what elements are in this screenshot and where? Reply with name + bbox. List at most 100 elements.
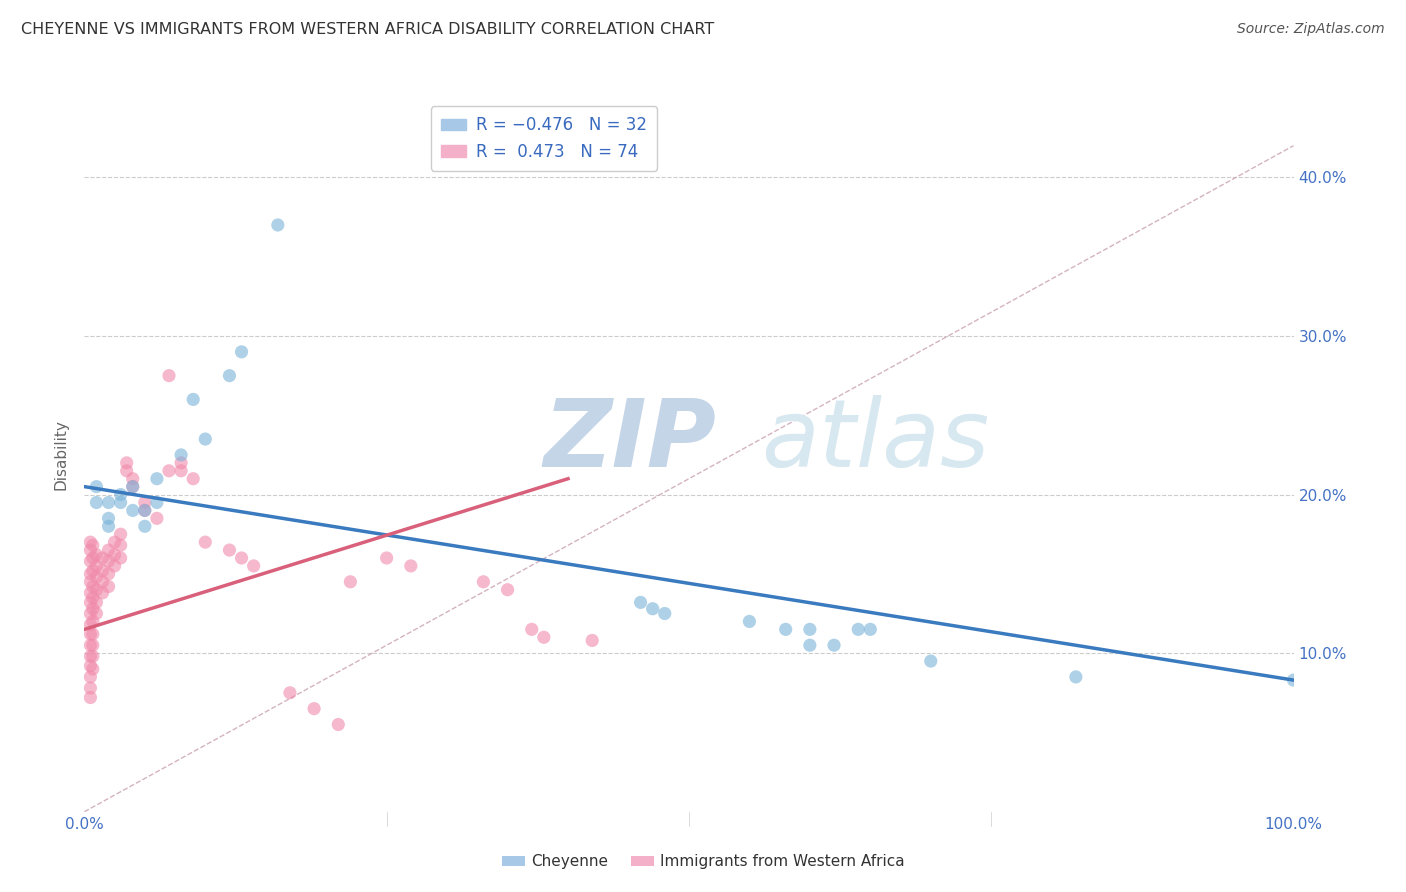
Point: [654, 607, 676, 621]
Legend: R = −0.476   N = 32, R =  0.473   N = 74: R = −0.476 N = 32, R = 0.473 N = 74: [430, 106, 657, 170]
Point: [170, 448, 193, 462]
Point: [104, 558, 127, 573]
Point: [79, 535, 101, 549]
Text: ZIP: ZIP: [544, 394, 717, 487]
Point: [194, 535, 217, 549]
Point: [302, 701, 325, 715]
Point: [91, 574, 114, 589]
Point: [339, 574, 361, 589]
Point: [104, 548, 127, 562]
Point: [846, 623, 869, 637]
Point: [110, 527, 132, 541]
Point: [79, 670, 101, 684]
Point: [399, 558, 422, 573]
Point: [79, 638, 101, 652]
Point: [82, 662, 104, 676]
Point: [115, 456, 138, 470]
Point: [79, 607, 101, 621]
Legend: Cheyenne, Immigrants from Western Africa: Cheyenne, Immigrants from Western Africa: [495, 848, 911, 875]
Point: [1282, 673, 1305, 687]
Point: [1064, 670, 1087, 684]
Point: [86, 480, 108, 494]
Point: [79, 566, 101, 581]
Point: [86, 570, 108, 584]
Point: [97, 519, 120, 533]
Y-axis label: Disability: Disability: [53, 419, 69, 491]
Point: [86, 548, 108, 562]
Point: [146, 472, 169, 486]
Point: [641, 601, 664, 615]
Point: [496, 582, 519, 597]
Point: [79, 586, 101, 600]
Point: [799, 638, 821, 652]
Point: [110, 495, 132, 509]
Point: [218, 543, 240, 558]
Point: [79, 658, 101, 673]
Point: [79, 649, 101, 664]
Point: [82, 591, 104, 605]
Point: [86, 582, 108, 597]
Point: [194, 432, 217, 446]
Point: [97, 554, 120, 568]
Point: [91, 586, 114, 600]
Point: [328, 717, 350, 731]
Point: [86, 495, 108, 509]
Point: [79, 617, 101, 632]
Point: [146, 495, 169, 509]
Point: [146, 511, 169, 525]
Point: [79, 681, 101, 695]
Point: [581, 633, 603, 648]
Point: [97, 580, 120, 594]
Point: [79, 690, 101, 705]
Point: [82, 615, 104, 629]
Point: [86, 558, 108, 573]
Point: [82, 551, 104, 566]
Point: [775, 623, 797, 637]
Point: [242, 558, 264, 573]
Point: [630, 595, 652, 609]
Point: [91, 564, 114, 578]
Point: [520, 623, 543, 637]
Point: [82, 601, 104, 615]
Point: [121, 503, 143, 517]
Point: [738, 615, 761, 629]
Point: [134, 495, 156, 509]
Point: [97, 566, 120, 581]
Text: CHEYENNE VS IMMIGRANTS FROM WESTERN AFRICA DISABILITY CORRELATION CHART: CHEYENNE VS IMMIGRANTS FROM WESTERN AFRI…: [21, 22, 714, 37]
Point: [82, 649, 104, 664]
Point: [121, 480, 143, 494]
Point: [375, 551, 398, 566]
Text: atlas: atlas: [762, 395, 990, 486]
Point: [181, 392, 204, 407]
Point: [859, 623, 882, 637]
Point: [920, 654, 942, 668]
Text: Source: ZipAtlas.com: Source: ZipAtlas.com: [1237, 22, 1385, 37]
Point: [82, 638, 104, 652]
Point: [91, 551, 114, 566]
Point: [110, 487, 132, 501]
Point: [121, 480, 143, 494]
Point: [110, 551, 132, 566]
Point: [82, 627, 104, 641]
Point: [104, 535, 127, 549]
Point: [181, 472, 204, 486]
Point: [231, 551, 253, 566]
Point: [134, 503, 156, 517]
Point: [134, 503, 156, 517]
Point: [79, 595, 101, 609]
Point: [170, 464, 193, 478]
Point: [799, 623, 821, 637]
Point: [533, 630, 555, 644]
Point: [79, 574, 101, 589]
Point: [79, 627, 101, 641]
Point: [231, 344, 253, 359]
Point: [82, 580, 104, 594]
Point: [97, 543, 120, 558]
Point: [218, 368, 240, 383]
Point: [86, 595, 108, 609]
Point: [97, 495, 120, 509]
Point: [97, 511, 120, 525]
Point: [82, 564, 104, 578]
Point: [79, 554, 101, 568]
Point: [170, 456, 193, 470]
